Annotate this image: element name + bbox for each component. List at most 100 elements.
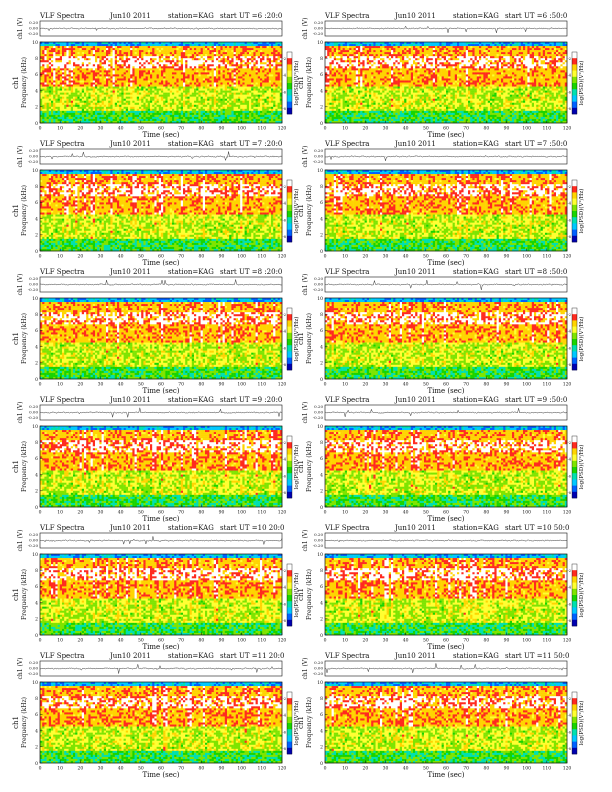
heatmap-cell xyxy=(95,119,97,121)
heatmap-cell xyxy=(60,89,62,91)
heatmap-cell xyxy=(126,85,128,87)
heatmap-cell xyxy=(93,50,95,52)
heatmap-cell xyxy=(97,80,99,82)
heatmap-cell xyxy=(163,119,165,121)
heatmap-cell xyxy=(139,101,141,103)
heatmap-cell xyxy=(117,101,119,103)
heatmap-cell xyxy=(150,107,152,109)
heatmap-cell xyxy=(168,111,170,113)
heatmap-cell xyxy=(104,46,106,48)
heatmap-cell xyxy=(88,119,90,121)
heatmap-cell xyxy=(53,95,55,97)
heatmap-cell xyxy=(64,80,66,82)
heatmap-cell xyxy=(159,70,161,72)
heatmap-cell xyxy=(73,58,75,60)
heatmap-cell xyxy=(64,66,66,68)
heatmap-cell xyxy=(159,52,161,54)
heatmap-cell xyxy=(44,103,46,105)
heatmap-cell xyxy=(58,80,60,82)
heatmap-cell xyxy=(128,66,130,68)
heatmap-cell xyxy=(154,83,156,85)
heatmap-cell xyxy=(55,76,57,78)
heatmap-cell xyxy=(148,83,150,85)
heatmap-cell xyxy=(174,70,176,72)
heatmap-cell xyxy=(47,76,49,78)
heatmap-cell xyxy=(176,97,178,99)
heatmap-cell xyxy=(99,44,101,46)
heatmap-cell xyxy=(124,46,126,48)
heatmap-cell xyxy=(141,85,143,87)
heatmap-cell xyxy=(154,103,156,105)
heatmap-cell xyxy=(168,97,170,99)
heatmap-cell xyxy=(113,83,115,85)
heatmap-cell xyxy=(47,68,49,70)
heatmap-cell xyxy=(139,44,141,46)
heatmap-cell xyxy=(168,52,170,54)
heatmap-cell xyxy=(174,54,176,56)
heatmap-cell xyxy=(88,62,90,64)
heatmap-cell xyxy=(117,60,119,62)
heatmap-cell xyxy=(152,60,154,62)
heatmap-cell xyxy=(146,109,148,111)
heatmap-cell xyxy=(176,117,178,119)
heatmap-cell xyxy=(165,87,167,89)
heatmap-cell xyxy=(51,74,53,76)
heatmap-cell xyxy=(58,119,60,121)
heatmap-cell xyxy=(143,54,145,56)
heatmap-cell xyxy=(124,117,126,119)
heatmap-cell xyxy=(159,101,161,103)
heatmap-cell xyxy=(95,66,97,68)
heatmap-cell xyxy=(47,113,49,115)
heatmap-cell xyxy=(121,87,123,89)
heatmap-cell xyxy=(132,60,134,62)
heatmap-cell xyxy=(135,44,137,46)
heatmap-cell xyxy=(40,54,42,56)
heatmap-cell xyxy=(84,115,86,117)
heatmap-cell xyxy=(73,87,75,89)
heatmap-cell xyxy=(97,109,99,111)
heatmap-cell xyxy=(44,46,46,48)
heatmap-cell xyxy=(154,60,156,62)
heatmap-cell xyxy=(139,66,141,68)
heatmap-cell xyxy=(115,76,117,78)
heatmap-cell xyxy=(77,48,79,50)
heatmap-cell xyxy=(60,54,62,56)
heatmap-cell xyxy=(137,105,139,107)
heatmap-cell xyxy=(135,95,137,97)
heatmap-cell xyxy=(152,89,154,91)
panel-date: Jun10 2011 xyxy=(109,12,151,20)
heatmap-cell xyxy=(119,85,121,87)
heatmap-cell xyxy=(121,48,123,50)
heatmap-cell xyxy=(113,87,115,89)
heatmap-cell xyxy=(148,68,150,70)
heatmap-cell xyxy=(126,46,128,48)
heatmap-cell xyxy=(165,89,167,91)
heatmap-cell xyxy=(86,54,88,56)
heatmap-cell xyxy=(102,70,104,72)
heatmap-cell xyxy=(82,117,84,119)
heatmap-cell xyxy=(137,80,139,82)
heatmap-cell xyxy=(159,78,161,80)
heatmap-cell xyxy=(106,50,108,52)
heatmap-cell xyxy=(119,117,121,119)
heatmap-cell xyxy=(82,58,84,60)
heatmap-cell xyxy=(93,54,95,56)
heatmap-cell xyxy=(132,44,134,46)
heatmap-cell xyxy=(77,117,79,119)
heatmap-cell xyxy=(128,117,130,119)
heatmap-cell xyxy=(161,111,163,113)
heatmap-cell xyxy=(150,50,152,52)
heatmap-cell xyxy=(44,93,46,95)
heatmap-cell xyxy=(75,113,77,115)
heatmap-cell xyxy=(159,58,161,60)
heatmap-cell xyxy=(113,95,115,97)
heatmap-cell xyxy=(159,91,161,93)
heatmap-cell xyxy=(91,66,93,68)
heatmap-cell xyxy=(95,60,97,62)
heatmap-cell xyxy=(91,113,93,115)
spectrogram-panel: VLF Spectra Jun10 2011 station=KAG start UT… xyxy=(12,12,300,139)
heatmap-cell xyxy=(157,50,159,52)
heatmap-cell xyxy=(176,101,178,103)
heatmap-cell xyxy=(73,44,75,46)
heatmap-cell xyxy=(80,101,82,103)
